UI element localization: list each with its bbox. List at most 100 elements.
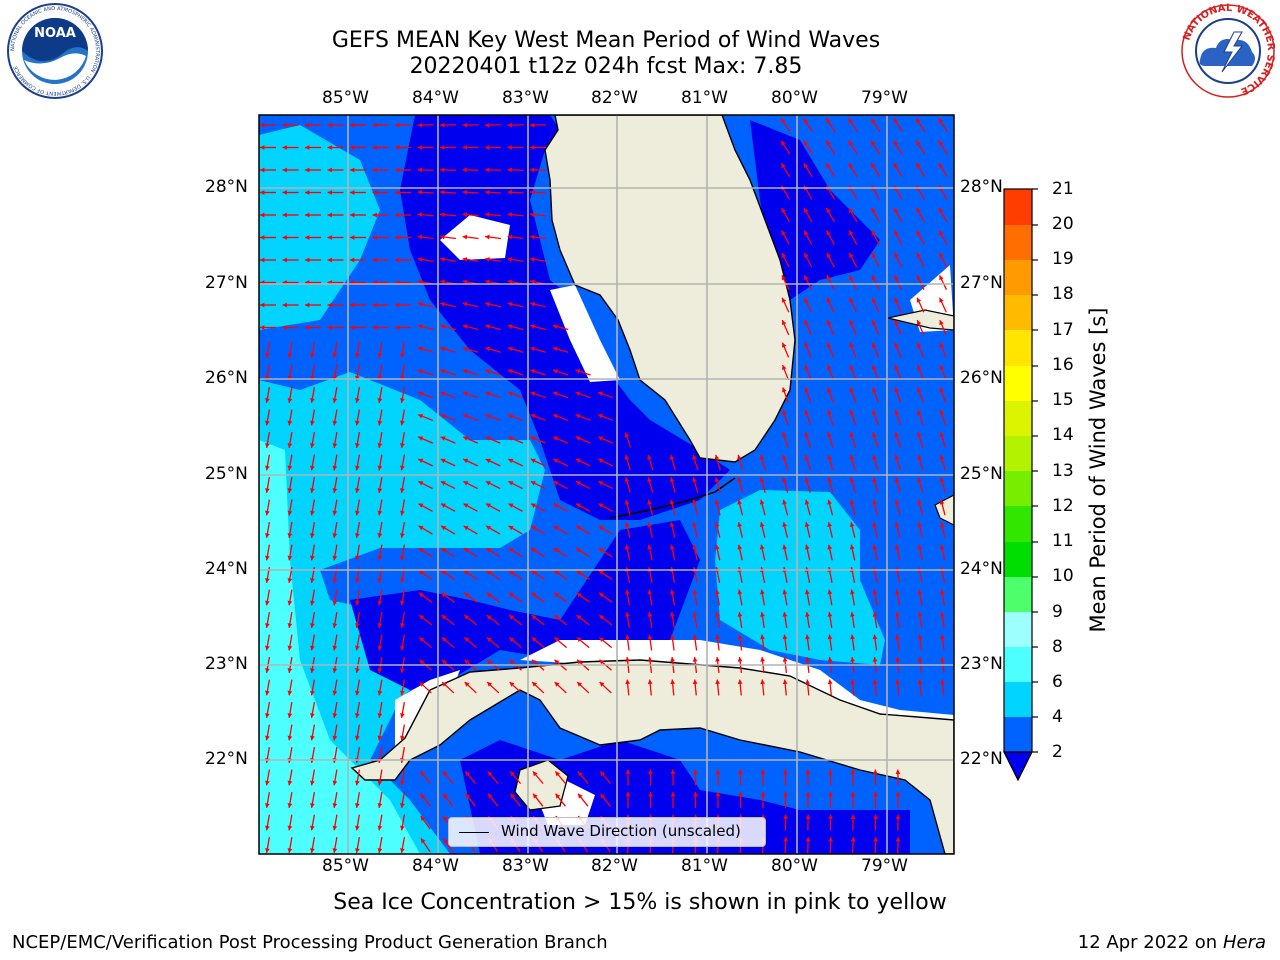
wind-wave-arrowhead — [485, 346, 491, 352]
wind-wave-arrowhead — [895, 837, 901, 842]
wind-wave-arrowhead — [804, 544, 810, 550]
wind-wave-arrowhead — [647, 612, 653, 617]
wind-wave-arrowhead — [850, 814, 856, 819]
wind-wave-arrowhead — [377, 555, 383, 561]
wind-wave-arrowhead — [804, 252, 809, 258]
wind-wave-arrowhead — [895, 589, 900, 595]
wind-wave-arrowhead — [781, 320, 787, 326]
wind-wave-arrowhead — [287, 803, 293, 808]
wind-wave-arrowhead — [417, 145, 422, 150]
wind-wave-arrowhead — [332, 825, 338, 831]
colorbar-tick: 18 — [1052, 284, 1074, 304]
wind-wave-arrowhead — [260, 190, 265, 195]
wind-wave-arrowhead — [737, 589, 743, 595]
wind-wave-arrowhead — [849, 454, 855, 460]
wind-wave-arrowhead — [576, 659, 582, 665]
wind-wave-arrowhead — [305, 325, 310, 330]
wind-wave-arrowhead — [599, 659, 605, 665]
wind-wave-arrowhead — [849, 230, 854, 236]
wind-wave-arrowhead — [377, 713, 383, 718]
wind-wave-arrowhead — [350, 122, 355, 128]
wind-wave-arrowhead — [441, 637, 447, 643]
wind-wave-arrowhead — [332, 420, 338, 426]
wind-wave-arrowhead — [714, 454, 720, 460]
wind-wave-arrowhead — [440, 212, 445, 218]
lat-label-right: 23°N — [960, 654, 1003, 674]
wind-wave-arrowhead — [400, 713, 405, 718]
colorbar-tick: 12 — [1052, 496, 1074, 516]
wind-wave-arrowhead — [310, 803, 315, 808]
wind-wave-arrowhead — [872, 432, 877, 438]
colorbar-tick: 11 — [1052, 531, 1074, 551]
wind-wave-arrowhead — [872, 387, 877, 393]
wind-wave-arrowhead — [440, 279, 445, 285]
wind-wave-arrowhead — [894, 230, 899, 236]
wind-wave-arrowhead — [265, 668, 270, 673]
lon-label-bottom: 83°W — [502, 856, 549, 876]
wind-wave-arrowhead — [850, 657, 855, 662]
colorbar-tick: 4 — [1052, 707, 1063, 727]
wind-wave-arrowhead — [532, 682, 537, 687]
wind-wave-arrowhead — [938, 163, 944, 169]
wind-wave-arrowhead — [507, 279, 513, 285]
wind-wave-arrowhead — [377, 848, 383, 853]
wind-wave-arrowhead — [305, 122, 310, 128]
wind-wave-arrowhead — [893, 140, 899, 146]
lon-label-bottom: 85°W — [322, 856, 369, 876]
wind-wave-arrowhead — [873, 837, 879, 842]
wind-wave-arrowhead — [826, 163, 831, 169]
wind-wave-arrowhead — [462, 122, 467, 128]
wind-wave-arrowhead — [305, 167, 310, 173]
wind-wave-arrowhead — [310, 578, 315, 583]
wind-wave-arrowhead — [265, 713, 270, 718]
wind-wave-arrowhead — [287, 555, 293, 561]
wind-wave-arrowhead — [486, 525, 492, 531]
wind-wave-arrowhead — [554, 659, 560, 665]
wind-wave-arrowhead — [530, 122, 535, 128]
wind-wave-arrowhead — [265, 443, 270, 448]
wind-wave-arrowhead — [265, 848, 270, 853]
wind-wave-arrowhead — [692, 657, 698, 662]
wind-wave-arrowhead — [355, 555, 360, 561]
credit-right: 12 Apr 2022 on Hera — [1078, 932, 1266, 953]
wind-wave-arrowhead — [530, 279, 535, 285]
wind-wave-arrowhead — [715, 769, 721, 774]
lon-label-top: 80°W — [771, 88, 818, 108]
wind-wave-arrowhead — [332, 555, 338, 561]
wind-wave-arrowhead — [265, 375, 270, 381]
wind-wave-arrowhead — [417, 189, 423, 195]
wind-wave-arrowhead — [826, 275, 832, 281]
wind-wave-arrowhead — [377, 668, 383, 673]
wind-wave-arrowhead — [287, 398, 293, 403]
wind-wave-arrowhead — [400, 690, 405, 696]
wind-wave-arrowhead — [400, 375, 405, 381]
wind-wave-arrowhead — [530, 436, 536, 441]
wind-wave-arrowhead — [782, 432, 787, 438]
wind-wave-arrowhead — [509, 659, 515, 665]
colorbar — [1003, 188, 1038, 782]
wind-wave-arrowhead — [485, 301, 490, 307]
wind-wave-arrowhead — [327, 212, 332, 218]
wind-wave-arrowhead — [781, 297, 787, 303]
wind-wave-arrowhead — [265, 420, 270, 426]
wind-wave-arrowhead — [670, 612, 675, 617]
wind-wave-arrowhead — [894, 499, 900, 505]
wind-wave-arrowhead — [507, 391, 513, 397]
wind-wave-arrowhead — [310, 690, 315, 696]
wind-wave-arrowhead — [827, 522, 832, 528]
wind-wave-arrowhead — [332, 848, 338, 853]
wind-wave-arrowhead — [781, 163, 786, 169]
wind-wave-arrowhead — [462, 369, 468, 374]
wind-wave-arrowhead — [575, 436, 581, 441]
wind-wave-arrowhead — [332, 623, 338, 628]
wind-wave-arrowhead — [893, 118, 898, 124]
wind-wave-arrowhead — [287, 690, 293, 696]
wind-wave-arrowhead — [395, 212, 400, 218]
wind-wave-arrowhead — [395, 257, 400, 263]
wind-wave-arrowhead — [327, 235, 332, 240]
wind-wave-arrowhead — [624, 522, 630, 528]
wind-wave-arrowhead — [265, 398, 270, 403]
wind-wave-arrowhead — [805, 837, 811, 842]
wind-wave-arrowhead — [625, 657, 630, 662]
wind-wave-arrowhead — [327, 145, 332, 150]
